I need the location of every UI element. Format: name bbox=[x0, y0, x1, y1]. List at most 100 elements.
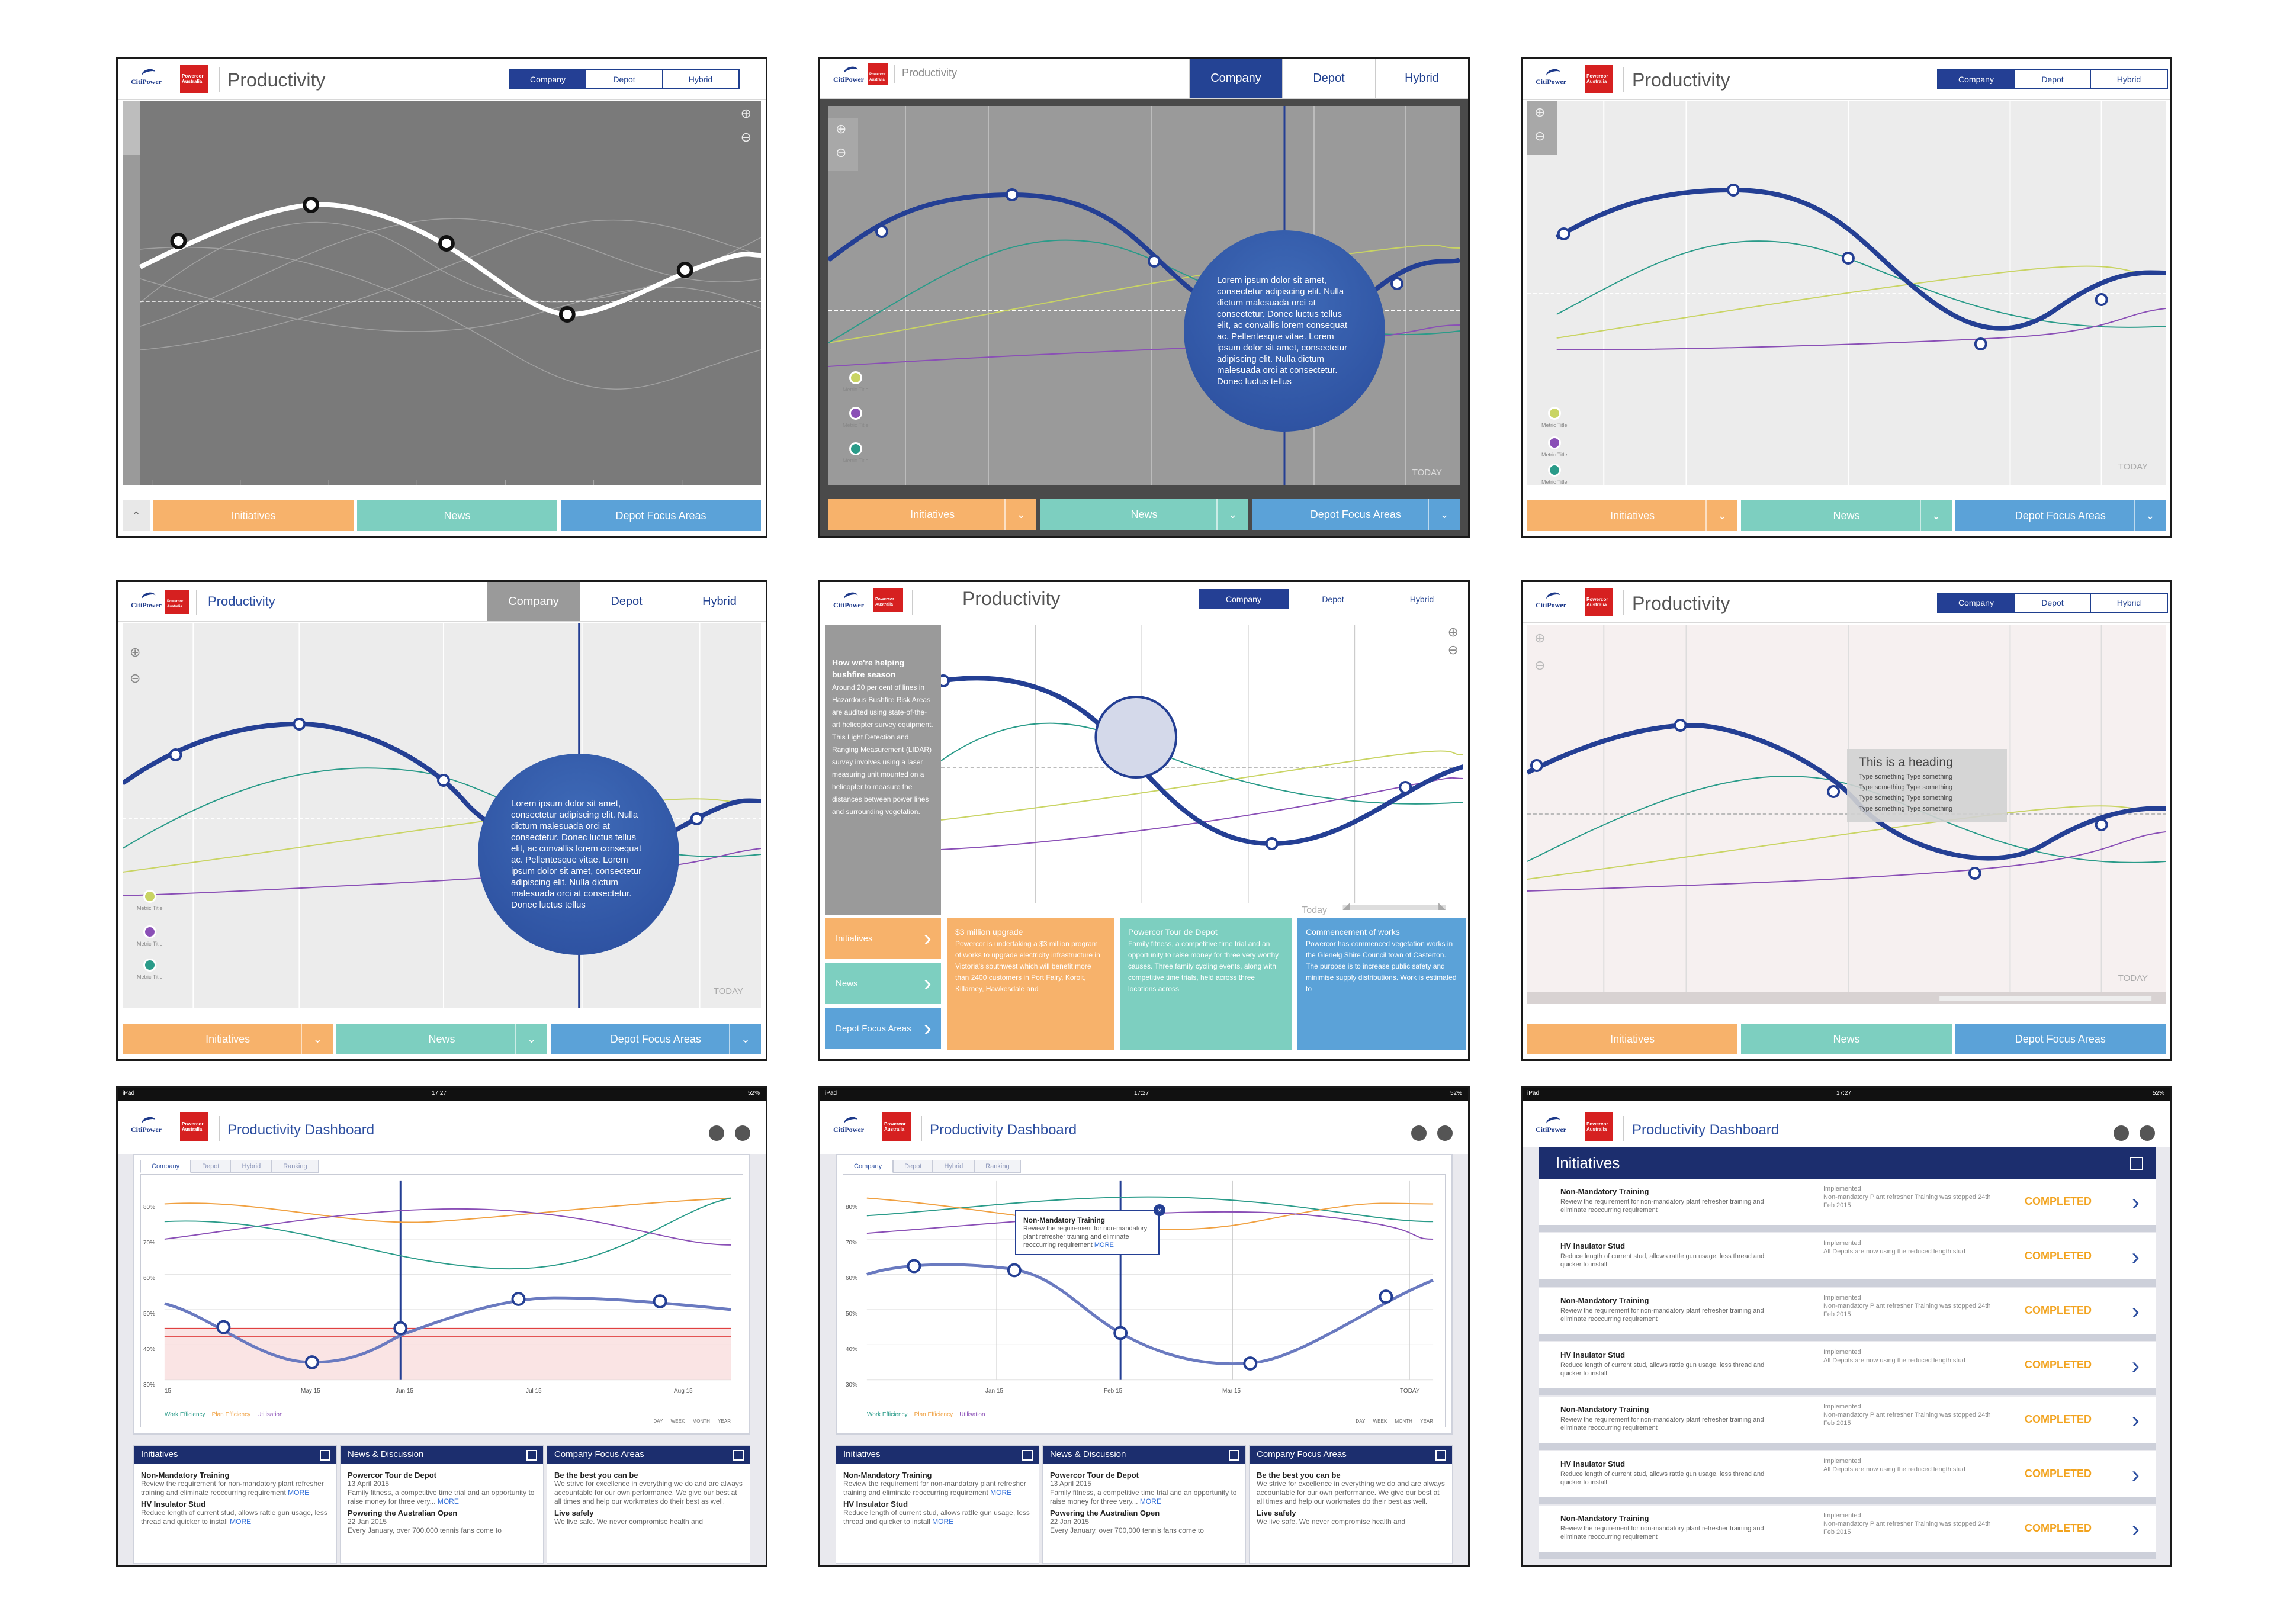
news-card[interactable]: $3 million upgrade Powercor is undertakin… bbox=[947, 918, 1114, 1050]
metric-toggle[interactable]: Metric Title bbox=[843, 442, 869, 464]
chevron-down-icon[interactable]: ⌄ bbox=[1706, 500, 1737, 531]
news-card[interactable]: News & Discussion Powercor Tour de Depot… bbox=[340, 1445, 544, 1564]
nav-depot-focus[interactable]: Depot Focus Areas ⌄ bbox=[1955, 500, 2166, 531]
metric-toggle[interactable]: Metric Title bbox=[137, 890, 163, 911]
list-item[interactable]: Non-Mandatory Training Review the require… bbox=[1539, 1506, 2156, 1559]
search-icon[interactable] bbox=[1411, 1125, 1427, 1141]
gear-icon[interactable] bbox=[1437, 1125, 1453, 1141]
nav-initiatives[interactable]: Initiatives bbox=[825, 918, 941, 959]
tab-ranking[interactable]: Ranking bbox=[974, 1160, 1021, 1173]
metric-toggle[interactable]: Metric Title bbox=[843, 407, 869, 428]
tab-depot[interactable]: Depot bbox=[191, 1160, 231, 1173]
nav-depot-focus[interactable]: Depot Focus Areas bbox=[825, 1008, 941, 1049]
chevron-down-icon[interactable]: ⌄ bbox=[728, 1024, 761, 1054]
zoom-in-icon[interactable]: ⊕ bbox=[1534, 631, 1546, 645]
info-bubble[interactable]: Lorem ipsum dolor sit amet, consectetur … bbox=[478, 754, 679, 955]
tab-hybrid[interactable]: Hybrid bbox=[1375, 59, 1468, 98]
metric-toggle[interactable]: Metric Title bbox=[1541, 464, 1568, 485]
chevron-down-icon[interactable]: ⌄ bbox=[1004, 499, 1036, 530]
nav-depot-focus[interactable]: Depot Focus Areas ⌄ bbox=[550, 1024, 761, 1054]
collapse-button[interactable]: ⌃ bbox=[123, 500, 150, 531]
list-item[interactable]: HV Insulator Stud Reduce length of curren… bbox=[1539, 1233, 2156, 1287]
zoom-in-icon[interactable]: ⊕ bbox=[740, 106, 751, 121]
line-chart[interactable]: 80% 70% 60% 50% 40% 30% Jan 15 Feb 15 Ma… bbox=[843, 1174, 1446, 1427]
nav-initiatives[interactable]: Initiatives ⌄ bbox=[1527, 500, 1738, 531]
line-chart[interactable]: 80% 70% 60% 50% 40% 30% 15 May 15 Jun 15… bbox=[140, 1174, 743, 1427]
zoom-in-icon[interactable]: ⊕ bbox=[836, 121, 847, 136]
nav-initiatives[interactable]: Initiatives ⌄ bbox=[123, 1024, 333, 1054]
chevron-right-icon[interactable]: › bbox=[2131, 1407, 2140, 1433]
tab-ranking[interactable]: Ranking bbox=[272, 1160, 319, 1173]
chart-canvas[interactable]: ⊕ ⊖ bbox=[123, 101, 761, 485]
tab-depot[interactable]: Depot bbox=[1322, 594, 1344, 604]
gear-icon[interactable] bbox=[735, 1125, 750, 1141]
chart-canvas[interactable]: ⊕ ⊖ Metric Title Metric Title Metric Tit… bbox=[123, 623, 761, 1008]
chart-canvas[interactable]: ⊕ ⊖ Metric Title Metric Title Metric Tit… bbox=[1527, 101, 2166, 485]
tab-hybrid[interactable]: Hybrid bbox=[673, 582, 766, 621]
metric-toggle[interactable]: Metric Title bbox=[137, 959, 163, 980]
gear-icon[interactable] bbox=[2140, 1125, 2155, 1141]
initiative-popup[interactable]: Non-Mandatory Training Review the requir… bbox=[1015, 1204, 1165, 1255]
list-item[interactable]: Non-Mandatory Training Review the require… bbox=[1539, 1397, 2156, 1450]
list-item[interactable]: HV Insulator Stud Reduce length of curren… bbox=[1539, 1451, 2156, 1504]
nav-news[interactable]: News ⌄ bbox=[336, 1024, 547, 1054]
chart-canvas[interactable]: ⊕ ⊖ Metric Title Metric Title Metric Tit… bbox=[828, 106, 1460, 485]
zoom-out-icon[interactable]: ⊖ bbox=[1447, 642, 1459, 657]
nav-initiatives[interactable]: Initiatives ⌄ bbox=[828, 499, 1037, 530]
tab-hybrid[interactable]: Hybrid bbox=[2116, 598, 2141, 607]
tab-depot[interactable]: Depot bbox=[1282, 59, 1375, 98]
more-link[interactable]: MORE bbox=[288, 1488, 310, 1497]
zoom-out-icon[interactable]: ⊖ bbox=[836, 145, 847, 160]
chevron-down-icon[interactable]: ⌄ bbox=[1216, 499, 1248, 530]
initiatives-card[interactable]: Initiatives Non-Mandatory Training Review… bbox=[133, 1445, 337, 1564]
chart-canvas[interactable]: ⊕ ⊖ Today bbox=[941, 625, 1463, 915]
more-link[interactable]: MORE bbox=[990, 1488, 1012, 1497]
nav-news[interactable]: News ⌄ bbox=[1040, 499, 1248, 530]
tab-hybrid[interactable]: Hybrid bbox=[2116, 75, 2141, 84]
initiatives-card[interactable]: Initiatives Non-Mandatory Training Review… bbox=[836, 1445, 1039, 1564]
tab-company[interactable]: Company bbox=[1199, 589, 1289, 609]
tab-depot[interactable]: Depot bbox=[580, 582, 673, 621]
tab-company[interactable]: Company bbox=[843, 1160, 894, 1173]
tab-hybrid[interactable]: Hybrid bbox=[1409, 594, 1434, 604]
tab-company[interactable]: Company bbox=[487, 582, 580, 621]
tab-depot[interactable]: Depot bbox=[2015, 70, 2091, 88]
tab-company[interactable]: Company bbox=[1938, 594, 2015, 612]
focus-areas-card[interactable]: Company Focus Areas Be the best you can … bbox=[1249, 1445, 1453, 1564]
more-link[interactable]: MORE bbox=[1139, 1497, 1161, 1506]
tab-company[interactable]: Company bbox=[1938, 70, 2015, 88]
chart-canvas[interactable]: ⊕ ⊖ This is a heading Type something Typ… bbox=[1527, 625, 2166, 1004]
tab-hybrid[interactable]: Hybrid bbox=[230, 1160, 272, 1173]
zoom-out-icon[interactable]: ⊖ bbox=[740, 130, 751, 144]
tab-hybrid[interactable]: Hybrid bbox=[933, 1160, 975, 1173]
tab-company[interactable]: Company bbox=[510, 70, 586, 88]
search-icon[interactable] bbox=[2114, 1125, 2129, 1141]
chevron-right-icon[interactable]: › bbox=[2131, 1189, 2140, 1215]
nav-depot-focus[interactable]: Depot Focus Areas bbox=[1955, 1024, 2166, 1054]
zoom-out-icon[interactable]: ⊖ bbox=[1534, 658, 1546, 673]
chevron-down-icon[interactable]: ⌄ bbox=[515, 1024, 547, 1054]
zoom-out-icon[interactable]: ⊖ bbox=[1534, 128, 1546, 143]
nav-news[interactable]: News bbox=[825, 963, 941, 1004]
more-link[interactable]: MORE bbox=[230, 1517, 252, 1526]
nav-depot-focus[interactable]: Depot Focus Areas ⌄ bbox=[1251, 499, 1460, 530]
tab-company[interactable]: Company bbox=[140, 1160, 191, 1173]
tab-depot[interactable]: Depot bbox=[586, 70, 663, 88]
metric-toggle[interactable]: Metric Title bbox=[843, 371, 869, 393]
zoom-in-icon[interactable]: ⊕ bbox=[130, 645, 141, 660]
nav-initiatives[interactable]: Initiatives bbox=[1527, 1024, 1738, 1054]
chevron-down-icon[interactable]: ⌄ bbox=[2133, 500, 2166, 531]
news-card[interactable]: Commencement of works Powercor has commen… bbox=[1297, 918, 1466, 1050]
story-panel[interactable]: How we're helping bushfire season Around… bbox=[825, 625, 941, 915]
focus-areas-card[interactable]: Company Focus Areas Be the best you can … bbox=[547, 1445, 750, 1564]
tab-depot[interactable]: Depot bbox=[893, 1160, 933, 1173]
nav-depot-focus[interactable]: Depot Focus Areas bbox=[561, 500, 761, 531]
range-slider[interactable]: DAY WEEK MONTH YEAR bbox=[653, 1419, 731, 1424]
range-slider[interactable]: DAY WEEK MONTH YEAR bbox=[1356, 1419, 1433, 1424]
metric-toggle[interactable]: Metric Title bbox=[1541, 407, 1568, 428]
nav-initiatives[interactable]: Initiatives bbox=[153, 500, 354, 531]
more-link[interactable]: MORE bbox=[932, 1517, 954, 1526]
more-link[interactable]: MORE bbox=[437, 1497, 459, 1506]
chevron-right-icon[interactable]: › bbox=[2131, 1353, 2140, 1379]
chevron-right-icon[interactable]: › bbox=[2131, 1298, 2140, 1324]
